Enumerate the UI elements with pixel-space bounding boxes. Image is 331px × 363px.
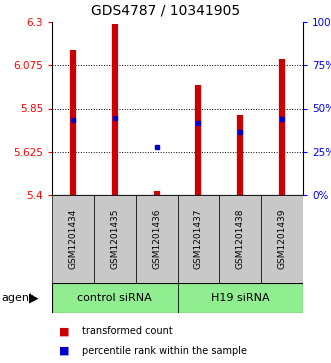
Bar bbox=[177, 195, 219, 283]
Text: ■: ■ bbox=[59, 346, 69, 356]
Text: ▶: ▶ bbox=[29, 291, 39, 305]
Text: GSM1201434: GSM1201434 bbox=[69, 209, 77, 269]
Bar bbox=[177, 283, 303, 313]
Text: GSM1201437: GSM1201437 bbox=[194, 209, 203, 269]
Text: percentile rank within the sample: percentile rank within the sample bbox=[82, 346, 247, 356]
Text: GSM1201439: GSM1201439 bbox=[278, 209, 287, 269]
Text: H19 siRNA: H19 siRNA bbox=[211, 293, 269, 303]
Text: ■: ■ bbox=[59, 326, 69, 336]
Text: GSM1201435: GSM1201435 bbox=[110, 209, 119, 269]
Text: control siRNA: control siRNA bbox=[77, 293, 152, 303]
Bar bbox=[94, 195, 136, 283]
Text: GSM1201436: GSM1201436 bbox=[152, 209, 161, 269]
Text: GSM1201438: GSM1201438 bbox=[236, 209, 245, 269]
Bar bbox=[136, 195, 177, 283]
Text: GDS4787 / 10341905: GDS4787 / 10341905 bbox=[91, 4, 240, 18]
Bar bbox=[52, 283, 177, 313]
Text: transformed count: transformed count bbox=[82, 326, 172, 336]
Text: agent: agent bbox=[2, 293, 34, 303]
Bar bbox=[219, 195, 261, 283]
Bar bbox=[261, 195, 303, 283]
Bar bbox=[52, 195, 94, 283]
